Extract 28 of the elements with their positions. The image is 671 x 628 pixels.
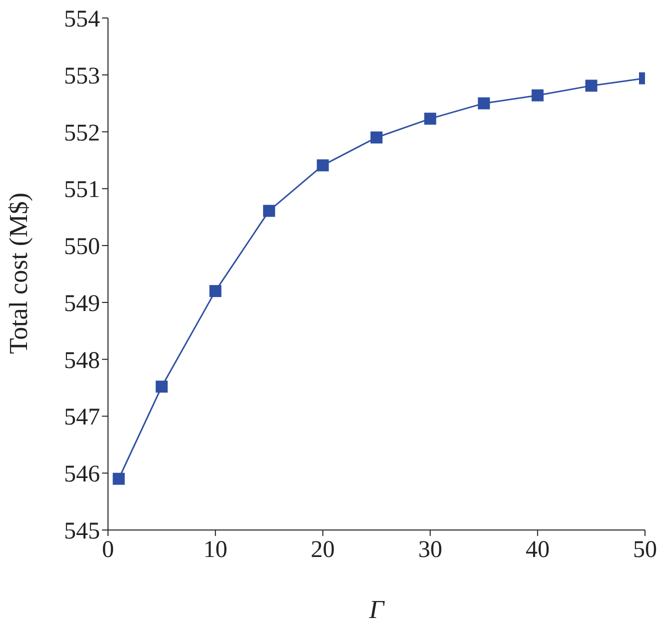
- point: [532, 89, 544, 102]
- point: [209, 285, 222, 298]
- x-tick-label: 20: [310, 537, 335, 564]
- y-tick-label: 549: [64, 290, 100, 317]
- point: [112, 472, 125, 485]
- y-tick-label: 552: [64, 120, 100, 146]
- y-tick-label: 550: [64, 234, 100, 260]
- y-tick-label: 548: [64, 348, 100, 374]
- point: [156, 380, 168, 393]
- x-axis-title: Γ: [368, 595, 386, 624]
- x-tick-label: 50: [633, 537, 657, 564]
- y-tick-label: 547: [64, 404, 100, 431]
- y-axis-title: Total cost (M$): [4, 192, 34, 354]
- y-tick-label: 554: [64, 6, 100, 33]
- y-tick-label: 545: [64, 518, 100, 545]
- point: [478, 97, 490, 110]
- x-tick-label: 40: [526, 537, 550, 564]
- point: [316, 159, 329, 172]
- point: [370, 131, 382, 144]
- y-tick-label: 551: [64, 177, 100, 204]
- y-tick-label: 546: [64, 462, 100, 488]
- point: [585, 80, 598, 92]
- point: [424, 112, 436, 125]
- x-tick-label: 30: [418, 537, 442, 564]
- x-tick-label: 0: [102, 537, 114, 564]
- point: [263, 204, 276, 217]
- x-tick-label: 10: [203, 537, 228, 564]
- y-tick-label: 553: [64, 63, 100, 90]
